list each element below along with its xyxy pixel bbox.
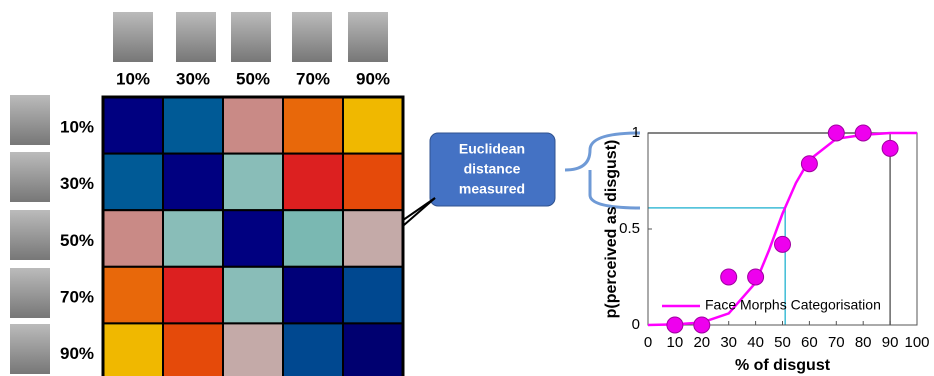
matrix-cell: [163, 267, 223, 324]
row-label: 10%: [60, 118, 94, 137]
row-label: 30%: [60, 174, 94, 193]
data-point: [694, 317, 710, 333]
column-label: 50%: [236, 69, 270, 88]
matrix-cell: [223, 97, 283, 154]
x-tick-label: 10: [667, 334, 684, 351]
row-label: 90%: [60, 344, 94, 363]
column-label: 10%: [116, 69, 150, 88]
x-tick-label: 50: [774, 334, 791, 351]
x-tick-label: 80: [855, 334, 872, 351]
data-point: [882, 140, 898, 156]
matrix-cell: [163, 97, 223, 154]
matrix-cell: [283, 323, 343, 376]
matrix-cell: [103, 210, 163, 267]
matrix-cell: [343, 154, 403, 211]
y-tick-label: 0.5: [619, 220, 640, 237]
matrix-cell: [343, 323, 403, 376]
x-tick-label: 20: [693, 334, 710, 351]
matrix-cell: [103, 97, 163, 154]
row-label: 70%: [60, 287, 94, 306]
matrix-cell: [343, 97, 403, 154]
y-axis-label: p(perceived as disgust): [603, 140, 620, 319]
matrix-cell: [223, 210, 283, 267]
x-axis-label: % of disgust: [735, 357, 831, 374]
matrix-cell: [163, 323, 223, 376]
matrix-cell: [223, 323, 283, 376]
x-tick-label: 0: [644, 334, 652, 351]
matrix-cell: [103, 154, 163, 211]
data-point: [828, 125, 844, 141]
callout-text: Euclidean: [459, 141, 525, 157]
data-point: [721, 269, 737, 285]
matrix-cell: [163, 154, 223, 211]
matrix-cell: [343, 210, 403, 267]
x-tick-label: 40: [747, 334, 764, 351]
legend-label: Face Morphs Categorisation: [705, 297, 881, 313]
column-label: 30%: [176, 69, 210, 88]
x-tick-label: 60: [801, 334, 818, 351]
matrix-cell: [103, 323, 163, 376]
matrix-cell: [223, 267, 283, 324]
callout-text: measured: [459, 181, 525, 197]
matrix-cell: [283, 210, 343, 267]
matrix-cell: [103, 267, 163, 324]
x-tick-label: 90: [882, 334, 899, 351]
column-label: 70%: [296, 69, 330, 88]
column-label: 90%: [356, 69, 390, 88]
matrix-cell: [343, 267, 403, 324]
x-tick-label: 30: [720, 334, 737, 351]
matrix-cell: [223, 154, 283, 211]
x-tick-label: 100: [904, 334, 929, 351]
data-point: [855, 125, 871, 141]
callout-text: distance: [464, 161, 521, 177]
row-label: 50%: [60, 231, 94, 250]
data-point: [775, 236, 791, 252]
figure: 10% 30% 50% 70% 90% 10% 30% 50% 70% 90% Euclidean d…: [0, 0, 934, 376]
matrix-cell: [283, 154, 343, 211]
matrix-cell: [283, 97, 343, 154]
matrix-cell: [163, 210, 223, 267]
y-tick-label: 0: [632, 316, 640, 333]
x-tick-label: 70: [828, 334, 845, 351]
data-point: [801, 156, 817, 172]
matrix-cell: [283, 267, 343, 324]
data-point: [667, 317, 683, 333]
y-tick-label: 1: [632, 124, 640, 141]
data-point: [748, 269, 764, 285]
